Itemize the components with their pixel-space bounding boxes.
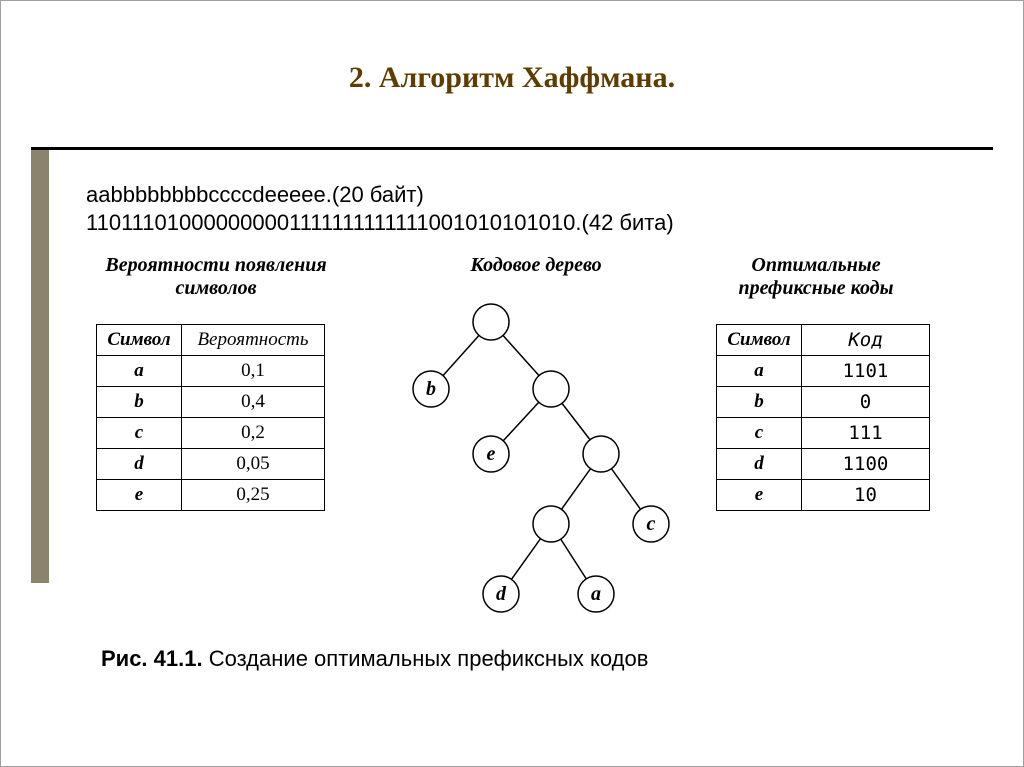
code-cell: 111: [802, 418, 930, 449]
title-rule: [31, 147, 993, 150]
table-row: b0,4: [97, 387, 325, 418]
figure-area: Вероятности появления символов Кодовое д…: [86, 249, 941, 619]
header-tree: Кодовое дерево: [441, 254, 631, 277]
symbol-cell: b: [97, 387, 182, 418]
tree-node-label: a: [591, 583, 601, 605]
table-row: a1101: [717, 356, 930, 387]
slide: 2. Алгоритм Хаффмана. aabbbbbbbbccccdeee…: [0, 0, 1024, 767]
caption-text: Создание оптимальных префиксных кодов: [203, 646, 649, 671]
example-string: aabbbbbbbbccccdeeeee.(20 байт): [86, 181, 674, 209]
symbol-cell: e: [717, 480, 802, 511]
figure-caption: Рис. 41.1. Создание оптимальных префиксн…: [101, 646, 648, 672]
tree-node: [533, 371, 569, 407]
value-cell: 0,4: [182, 387, 325, 418]
symbol-cell: d: [97, 449, 182, 480]
table-row: e10: [717, 480, 930, 511]
tree-node-label: e: [487, 443, 496, 465]
prob-col-symbol: Символ: [97, 325, 182, 356]
symbol-cell: d: [717, 449, 802, 480]
tree-node: [473, 304, 509, 340]
symbol-cell: e: [97, 480, 182, 511]
table-row: b0: [717, 387, 930, 418]
code-cell: 0: [802, 387, 930, 418]
tree-node-label: d: [496, 583, 507, 605]
tree-node: [533, 506, 569, 542]
code-col-value: Код: [802, 325, 930, 356]
code-cell: 10: [802, 480, 930, 511]
value-cell: 0,2: [182, 418, 325, 449]
example-block: aabbbbbbbbccccdeeeee.(20 байт) 110111010…: [86, 181, 674, 236]
prob-col-value: Вероятность: [182, 325, 325, 356]
probability-table: Символ Вероятность a0,1b0,4c0,2d0,05e0,2…: [96, 324, 325, 511]
symbol-cell: c: [717, 418, 802, 449]
table-row: c111: [717, 418, 930, 449]
example-bits: 1101110100000000011111111111110010101010…: [86, 209, 674, 237]
code-table: Символ Код a1101b0c111d1100e10: [716, 324, 930, 511]
header-probabilities: Вероятности появления символов: [86, 254, 346, 300]
code-col-symbol: Символ: [717, 325, 802, 356]
symbol-cell: a: [97, 356, 182, 387]
table-row: d0,05: [97, 449, 325, 480]
value-cell: 0,25: [182, 480, 325, 511]
tree-node: [583, 436, 619, 472]
caption-number: Рис. 41.1.: [101, 646, 203, 671]
table-row: e0,25: [97, 480, 325, 511]
value-cell: 0,05: [182, 449, 325, 480]
accent-bar: [31, 150, 49, 583]
table-row: d1100: [717, 449, 930, 480]
tree-node-label: b: [426, 378, 436, 400]
code-cell: 1100: [802, 449, 930, 480]
symbol-cell: a: [717, 356, 802, 387]
symbol-cell: c: [97, 418, 182, 449]
table-row: a0,1: [97, 356, 325, 387]
tree-node-label: c: [647, 513, 656, 535]
value-cell: 0,1: [182, 356, 325, 387]
header-codes: Оптимальные префиксные коды: [696, 254, 936, 300]
symbol-cell: b: [717, 387, 802, 418]
page-title: 2. Алгоритм Хаффмана.: [1, 61, 1023, 95]
code-tree: b e c d a: [361, 294, 691, 624]
code-cell: 1101: [802, 356, 930, 387]
table-row: c0,2: [97, 418, 325, 449]
